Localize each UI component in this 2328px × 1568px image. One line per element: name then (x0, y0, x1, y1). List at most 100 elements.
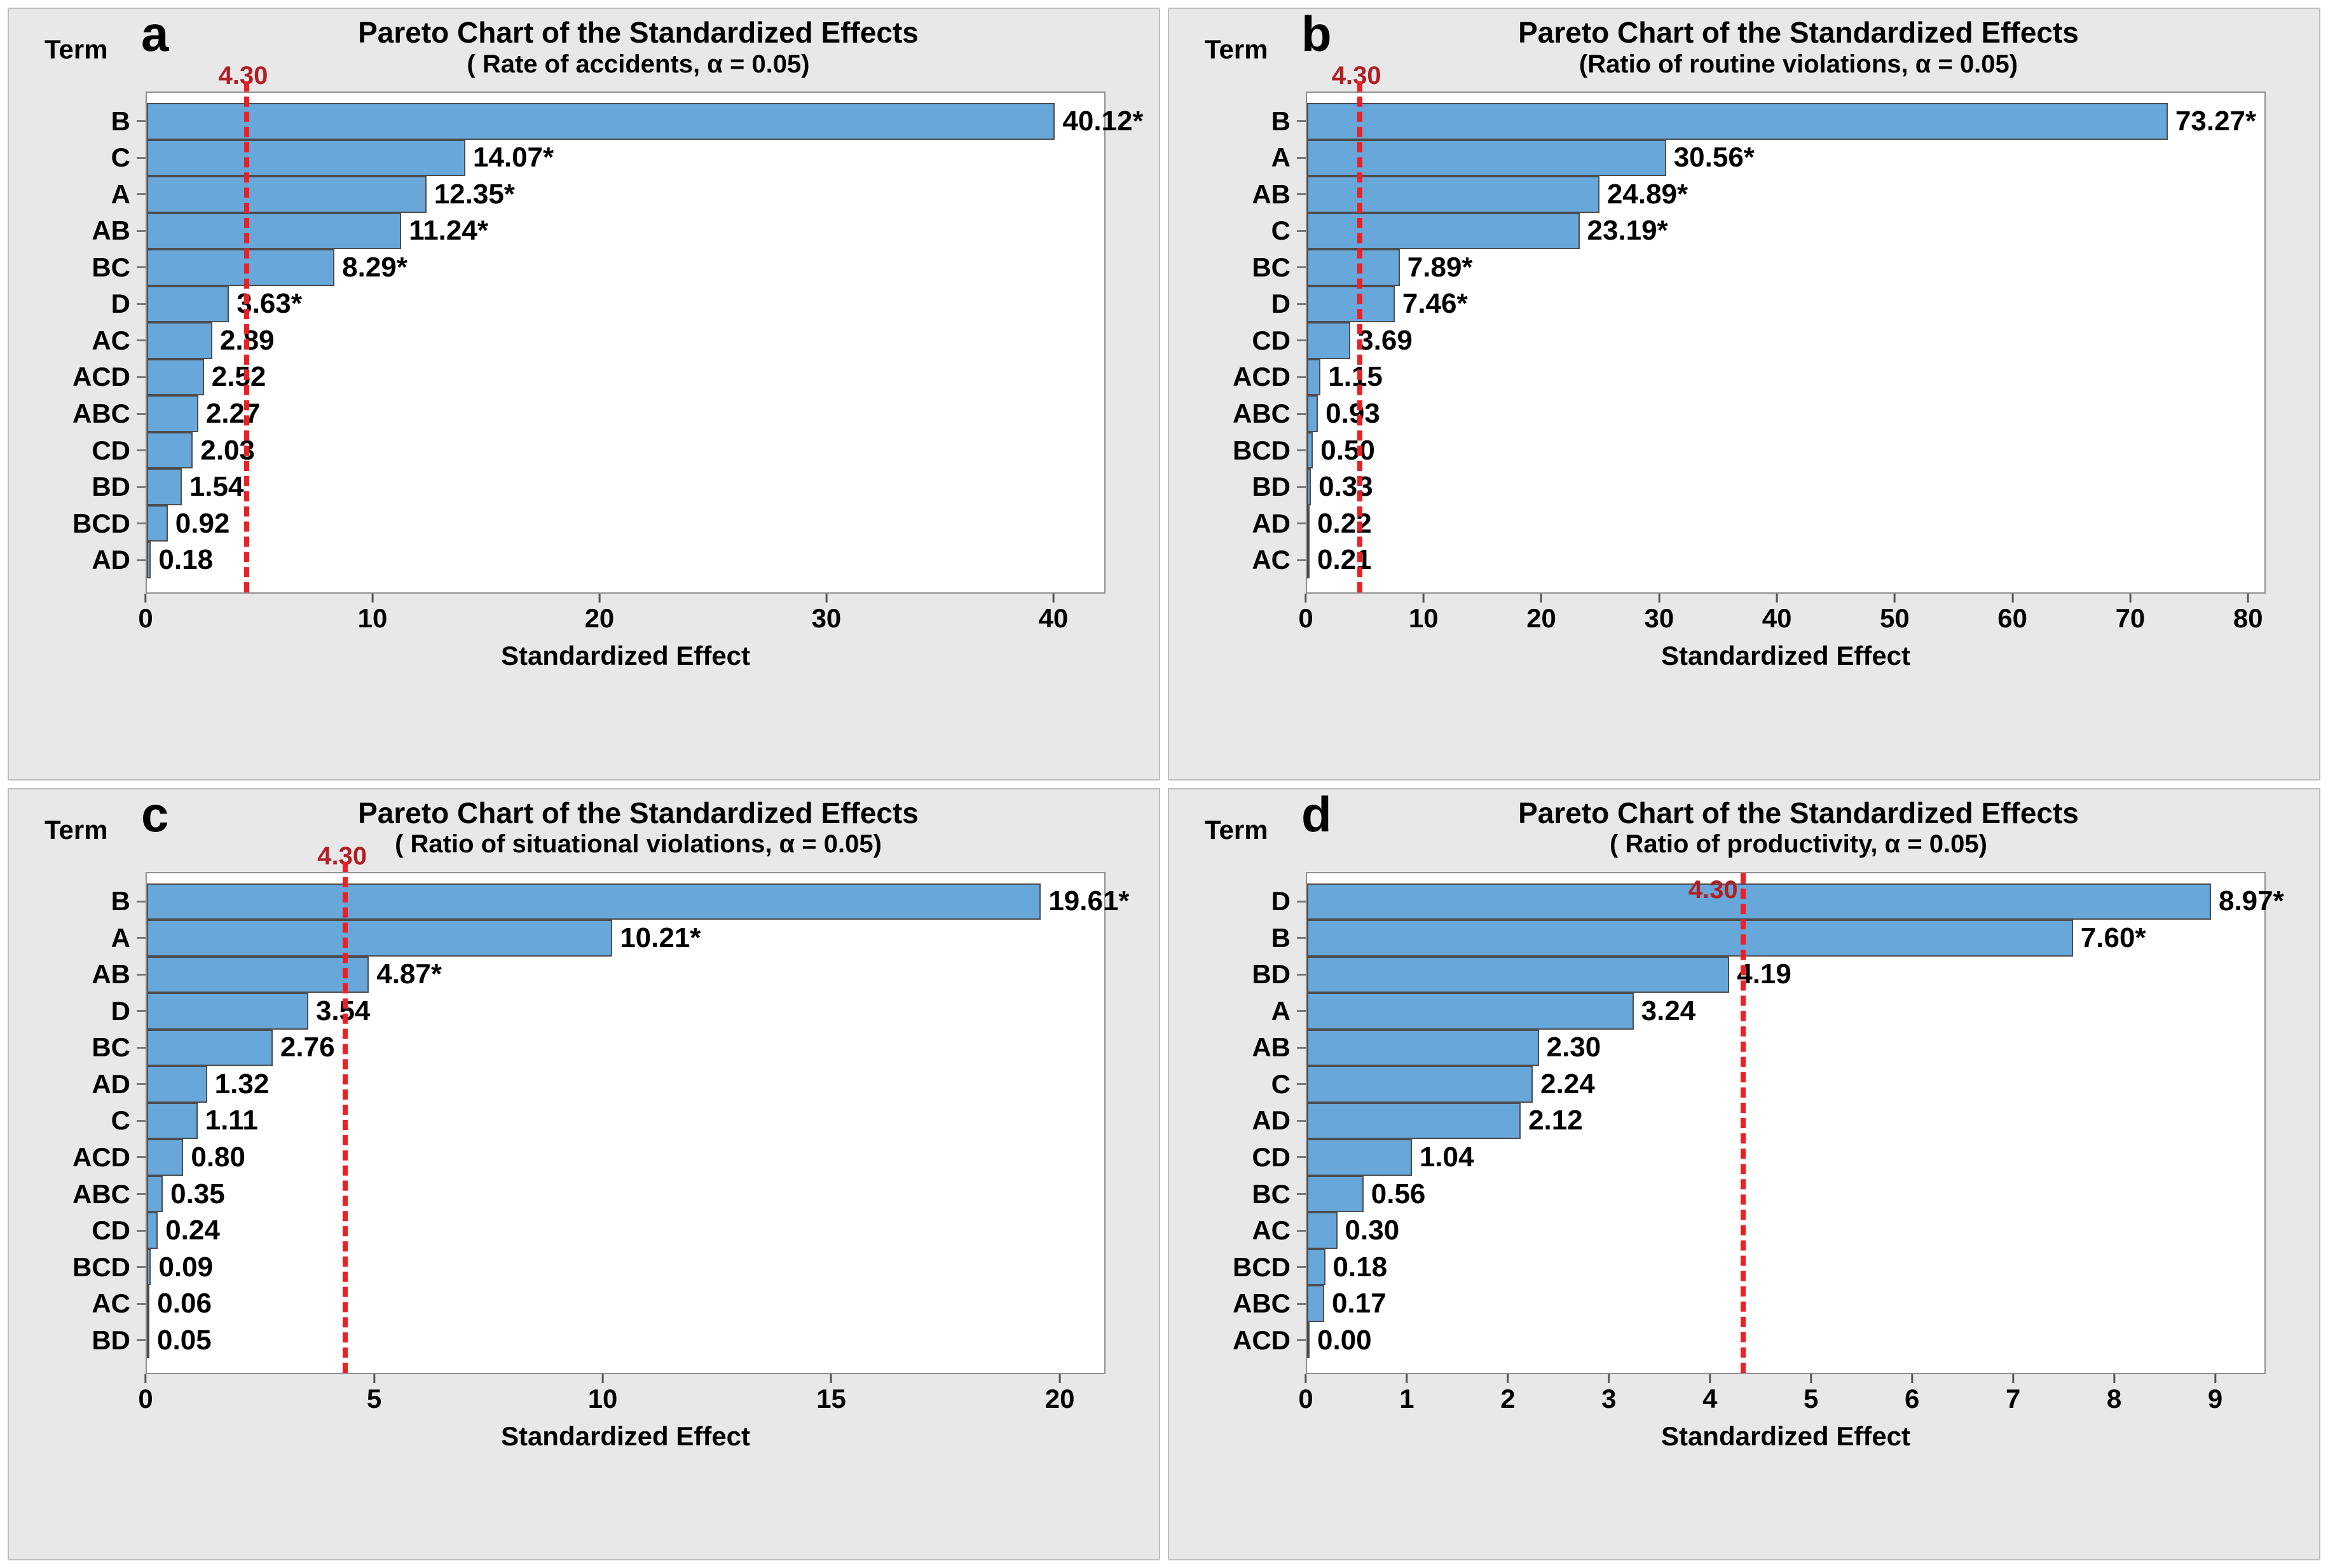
ref-line-label: 4.30 (317, 842, 367, 870)
x-axis: 0 5 10 15 20 (138, 1374, 1106, 1416)
bar-row: 0.22 (1307, 505, 2264, 542)
term-label-row: C (1169, 1066, 1306, 1103)
bar-row: 1.11 (147, 1102, 1104, 1140)
x-tick-mark (601, 1374, 604, 1383)
y-tick (1297, 1229, 1306, 1232)
chart-title: Pareto Chart of the Standardized Effects (1518, 16, 2079, 49)
bar (147, 1139, 184, 1176)
term-label-row: BCD (1169, 1249, 1306, 1286)
x-tick-mark (1422, 594, 1425, 603)
bar (1307, 395, 1318, 432)
term-tick-label: BCD (1233, 1251, 1291, 1282)
bar-value-label: 0.35 (170, 1178, 225, 1210)
panel-letter: b (1301, 8, 1332, 62)
bar (1307, 322, 1351, 359)
bar-value-label: 2.12 (1528, 1105, 1583, 1136)
bar (147, 1066, 207, 1103)
bar (1307, 1066, 1533, 1103)
x-tick-mark (1304, 1374, 1307, 1383)
y-tick (137, 266, 146, 269)
x-tick-label: 0 (1298, 1383, 1313, 1414)
term-tick-label: CD (1252, 1142, 1291, 1172)
x-tick: 5 (367, 1374, 381, 1414)
x-tick: 20 (585, 594, 614, 633)
x-tick-mark (1709, 1374, 1711, 1383)
bar-row: 0.35 (147, 1175, 1104, 1213)
bar-value-label: 4.19 (1737, 958, 1791, 990)
term-tick-label: B (1271, 922, 1291, 953)
bar (147, 1285, 150, 1322)
x-tick-mark (1406, 1374, 1408, 1383)
x-tick-label: 80 (2233, 603, 2263, 633)
bar-value-label: 4.87* (376, 958, 442, 990)
bar (1307, 176, 1599, 213)
term-label-row: ABC (1169, 1285, 1306, 1322)
bar (147, 395, 198, 432)
y-tick (1297, 266, 1306, 269)
y-tick (137, 1156, 146, 1159)
bar-value-label: 1.04 (1419, 1141, 1474, 1173)
term-axis-label: Term (1205, 34, 1268, 64)
panel-header: Term d Pareto Chart of the Standardized Ef… (1169, 789, 2319, 872)
term-label-row: C (1169, 213, 1306, 250)
pareto-panel-b: Term b Pareto Chart of the Standardized Ef… (1168, 8, 2320, 781)
x-tick-label: 10 (587, 1383, 618, 1414)
term-tick-label: AD (92, 545, 130, 575)
bar-value-label: 8.29* (342, 251, 407, 283)
x-tick: 15 (816, 1374, 846, 1414)
term-label-row: BCD (9, 505, 146, 542)
term-tick-label: D (1271, 886, 1291, 917)
y-tick (1297, 1339, 1306, 1342)
x-tick: 10 (358, 594, 387, 633)
x-tick-mark (2012, 1374, 2015, 1383)
bar (1307, 993, 1634, 1030)
x-tick: 0 (138, 1374, 153, 1414)
x-axis: 0 10 20 30 40 (138, 594, 1106, 636)
y-tick (137, 120, 146, 123)
y-tick (1297, 1156, 1306, 1159)
x-tick-mark (1776, 594, 1778, 603)
bar (147, 358, 204, 396)
bar-value-label: 0.33 (1318, 471, 1373, 503)
bar-value-label: 0.50 (1320, 434, 1375, 466)
panel-header: Term a Pareto Chart of the Standardized Ef… (9, 9, 1159, 92)
bar-value-label: 0.17 (1331, 1288, 1387, 1319)
y-tick (137, 973, 146, 976)
x-tick-mark (1658, 594, 1660, 603)
ref-line-label: 4.30 (218, 62, 268, 90)
bar (147, 883, 1041, 920)
bar-row: 7.89* (1307, 249, 2264, 286)
x-tick: 7 (2006, 1374, 2020, 1414)
term-tick-label: D (1271, 289, 1291, 319)
title-block: Pareto Chart of the Standardized Effects… (146, 9, 1106, 79)
x-tick: 80 (2233, 594, 2263, 633)
bar (147, 993, 308, 1030)
bar-row: 23.19* (1307, 212, 2264, 250)
y-tick (1297, 376, 1306, 378)
term-label-row: ACD (1169, 359, 1306, 396)
x-tick-mark (2113, 1374, 2116, 1383)
term-label-row: ACD (9, 1139, 146, 1176)
term-tick-label: C (1271, 215, 1291, 246)
bar-row: 24.89* (1307, 176, 2264, 213)
bar (1307, 432, 1313, 469)
x-tick: 40 (1762, 594, 1791, 633)
bar-row: 1.15 (1307, 358, 2264, 396)
x-tick: 4 (1702, 1374, 1717, 1414)
term-label-row: BD (9, 1322, 146, 1359)
bar (1307, 1175, 1364, 1213)
bar-value-label: 73.27* (2175, 105, 2257, 137)
term-tick-label: BD (1252, 959, 1291, 990)
bar (1307, 542, 1310, 578)
y-tick (137, 376, 146, 378)
bar-row: 14.07* (147, 139, 1104, 177)
bar-row: 2.52 (147, 358, 1104, 396)
term-tick-label: AD (1252, 1105, 1291, 1136)
y-tick (137, 486, 146, 488)
y-tick (1297, 1119, 1306, 1122)
bar-value-label: 19.61* (1048, 885, 1130, 917)
bar-row: 3.63* (147, 285, 1104, 323)
bar-value-label: 0.09 (158, 1251, 214, 1283)
bar-value-label: 2.52 (211, 361, 266, 393)
